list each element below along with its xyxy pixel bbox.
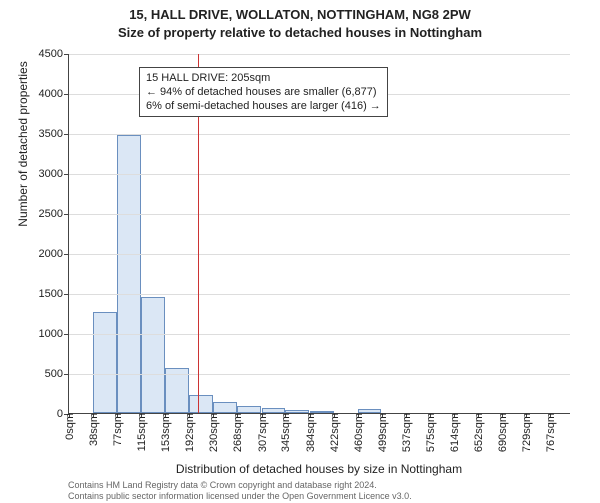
xtick-label: 268sqm — [230, 413, 244, 452]
xtick-label: 38sqm — [86, 413, 100, 446]
xtick-label: 307sqm — [255, 413, 269, 452]
annotation-line-3: 6% of semi-detached houses are larger (4… — [146, 99, 381, 113]
ytick-label: 1500 — [39, 288, 69, 300]
xtick-label: 115sqm — [134, 413, 148, 451]
ytick-label: 4500 — [39, 48, 69, 60]
ytick-label: 3000 — [39, 168, 69, 180]
footer-line-1: Contains HM Land Registry data © Crown c… — [68, 480, 412, 491]
annotation-line-2: ← 94% of detached houses are smaller (6,… — [146, 85, 381, 99]
xtick-label: 690sqm — [495, 413, 509, 452]
histogram-bar — [141, 297, 165, 413]
gridline — [69, 214, 570, 215]
xtick-label: 345sqm — [278, 413, 292, 452]
gridline — [69, 134, 570, 135]
xtick-label: 0sqm — [62, 413, 76, 440]
histogram-bar — [237, 406, 261, 413]
gridline — [69, 254, 570, 255]
xtick-label: 77sqm — [110, 413, 124, 446]
ytick-label: 1000 — [39, 328, 69, 340]
xtick-label: 460sqm — [351, 413, 365, 452]
xtick-label: 384sqm — [303, 413, 317, 452]
ytick-label: 4000 — [39, 88, 69, 100]
histogram-bar — [213, 402, 237, 413]
ytick-label: 500 — [45, 368, 69, 380]
annotation-box: 15 HALL DRIVE: 205sqm ← 94% of detached … — [139, 67, 388, 118]
chart-plot-area: 050010001500200025003000350040004500 15 … — [68, 54, 570, 414]
xtick-label: 767sqm — [543, 413, 557, 452]
footer-line-2: Contains public sector information licen… — [68, 491, 412, 502]
xtick-label: 537sqm — [399, 413, 413, 452]
ytick-label: 3500 — [39, 128, 69, 140]
xtick-label: 422sqm — [327, 413, 341, 452]
y-axis-label: Number of detached properties — [16, 0, 30, 324]
xtick-label: 575sqm — [423, 413, 437, 452]
histogram-bar — [117, 135, 141, 413]
xtick-label: 230sqm — [206, 413, 220, 452]
gridline — [69, 54, 570, 55]
xtick-label: 153sqm — [158, 413, 172, 452]
histogram-bar — [93, 312, 117, 413]
xtick-label: 192sqm — [182, 413, 196, 452]
footer-attribution: Contains HM Land Registry data © Crown c… — [68, 480, 412, 503]
xtick-label: 729sqm — [519, 413, 533, 452]
x-axis-label: Distribution of detached houses by size … — [68, 462, 570, 476]
gridline — [69, 174, 570, 175]
title-line-2: Size of property relative to detached ho… — [0, 24, 600, 42]
annotation-line-1: 15 HALL DRIVE: 205sqm — [146, 71, 381, 85]
ytick-label: 2500 — [39, 208, 69, 220]
xtick-label: 614sqm — [447, 413, 461, 452]
histogram-bar — [189, 395, 213, 413]
gridline — [69, 294, 570, 295]
gridline — [69, 374, 570, 375]
xtick-label: 652sqm — [471, 413, 485, 452]
gridline — [69, 334, 570, 335]
xtick-label: 499sqm — [375, 413, 389, 452]
chart-title: 15, HALL DRIVE, WOLLATON, NOTTINGHAM, NG… — [0, 0, 600, 41]
ytick-label: 2000 — [39, 248, 69, 260]
title-line-1: 15, HALL DRIVE, WOLLATON, NOTTINGHAM, NG… — [0, 6, 600, 24]
